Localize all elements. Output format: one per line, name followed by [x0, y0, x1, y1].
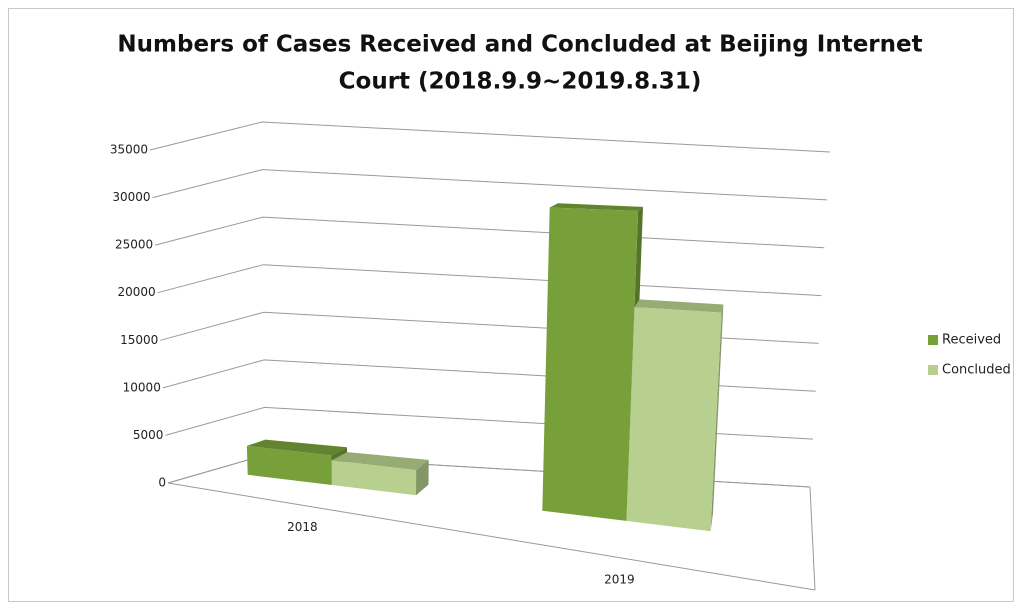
y-tick-label: 15000 — [120, 333, 158, 347]
x-tick-label: 2019 — [604, 572, 635, 586]
legend-swatch — [928, 365, 938, 375]
chart-title: Court (2018.9.9~2019.8.31) — [339, 69, 702, 95]
bar-top — [634, 299, 724, 313]
chart-title: Numbers of Cases Received and Concluded … — [117, 32, 922, 58]
floor-edge — [809, 486, 816, 591]
bar — [246, 445, 332, 485]
y-tick-label: 5000 — [133, 428, 164, 442]
legend-label: Concluded — [942, 363, 1011, 378]
bar-top — [331, 452, 429, 471]
bar — [542, 207, 639, 521]
floor-edge — [167, 482, 816, 591]
bar — [331, 460, 417, 496]
y-tick-label: 10000 — [123, 380, 161, 394]
grid-line — [152, 169, 828, 201]
y-tick-label: 35000 — [110, 143, 148, 157]
y-tick-label: 30000 — [112, 190, 150, 204]
y-tick-label: 20000 — [118, 285, 156, 299]
y-tick-label: 0 — [158, 476, 166, 490]
bar-side — [416, 459, 429, 496]
chart-border — [8, 8, 1014, 602]
legend-swatch — [928, 335, 938, 345]
bar — [626, 307, 722, 532]
grid-line — [149, 121, 831, 153]
bar-side — [710, 304, 724, 532]
x-tick-label: 2018 — [287, 520, 318, 534]
y-tick-label: 25000 — [115, 238, 153, 252]
legend-label: Received — [942, 333, 1001, 348]
bar-top — [549, 203, 643, 211]
bar-top — [246, 439, 347, 456]
